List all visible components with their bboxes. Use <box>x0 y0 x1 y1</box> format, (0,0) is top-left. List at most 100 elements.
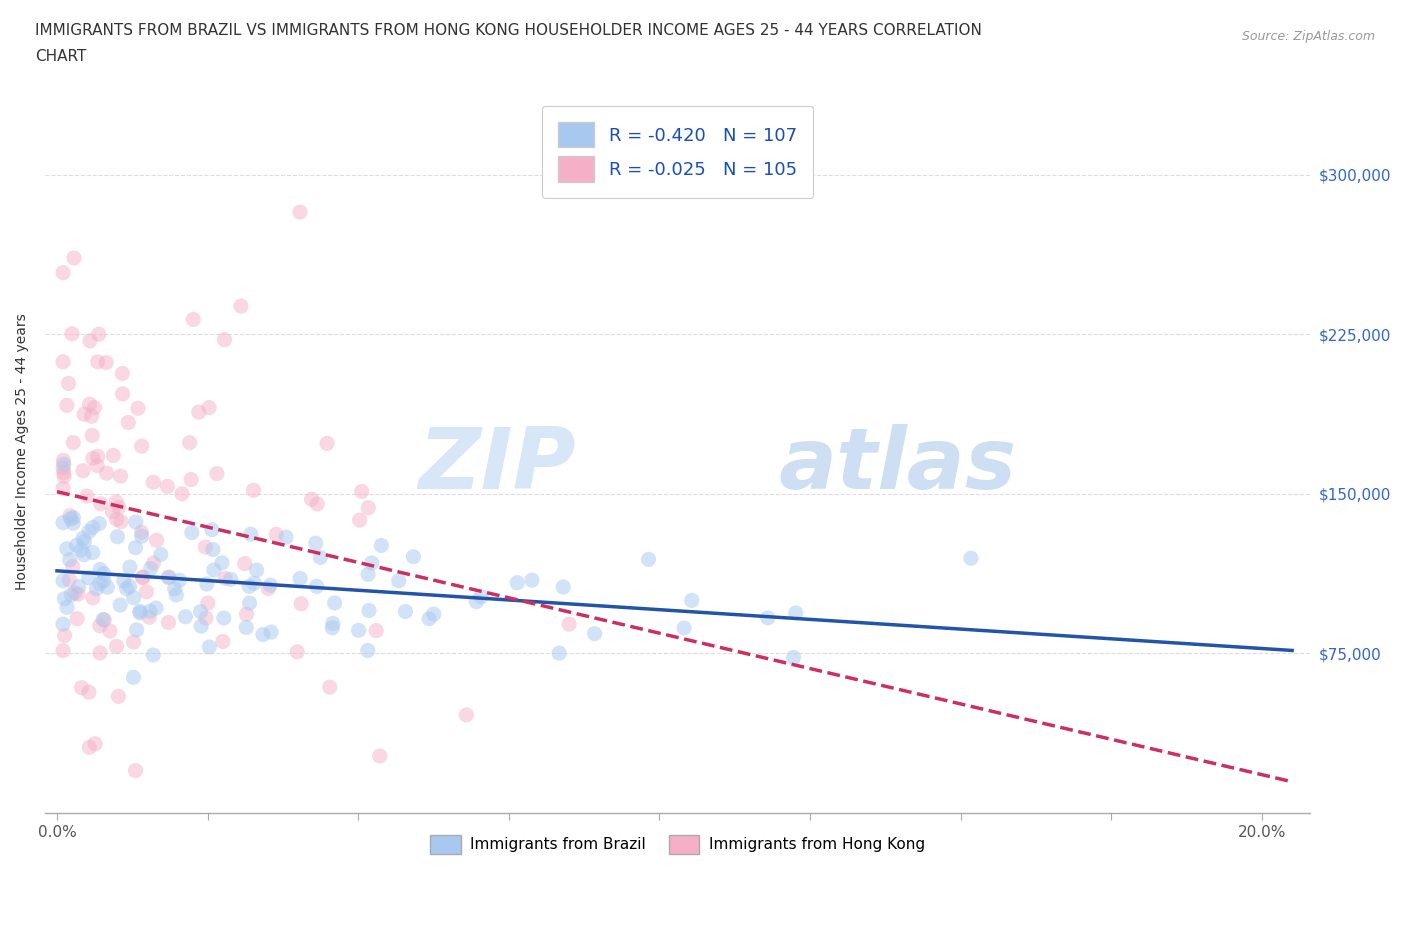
Point <box>90 497 112 512</box>
Point <box>316 436 339 451</box>
Point <box>212 611 235 626</box>
Point <box>238 578 260 593</box>
Point <box>350 484 373 498</box>
Point <box>305 536 328 551</box>
Point <box>91 612 114 627</box>
Point <box>52 573 75 588</box>
Point <box>366 623 388 638</box>
Point <box>79 739 101 754</box>
Point <box>357 603 380 618</box>
Point <box>179 435 201 450</box>
Point <box>681 593 703 608</box>
Point <box>103 448 125 463</box>
Point <box>205 466 228 481</box>
Point <box>65 538 87 552</box>
Point <box>82 451 104 466</box>
Point <box>117 415 139 430</box>
Point <box>122 591 145 605</box>
Point <box>83 400 105 415</box>
Point <box>388 573 411 588</box>
Point <box>52 265 75 280</box>
Point <box>470 590 492 604</box>
Point <box>322 616 344 631</box>
Point <box>402 550 425 565</box>
Point <box>80 409 103 424</box>
Point <box>66 587 89 602</box>
Point <box>131 525 153 539</box>
Point <box>73 534 96 549</box>
Point <box>98 624 121 639</box>
Point <box>52 515 75 530</box>
Point <box>56 600 79 615</box>
Point <box>520 573 543 588</box>
Point <box>195 611 218 626</box>
Point <box>96 579 118 594</box>
Point <box>73 406 96 421</box>
Point <box>59 512 82 526</box>
Point <box>202 563 225 578</box>
Point <box>138 610 160 625</box>
Point <box>370 538 392 553</box>
Point <box>77 570 100 585</box>
Point <box>122 634 145 649</box>
Point <box>52 354 75 369</box>
Point <box>93 566 115 581</box>
Point <box>165 588 187 603</box>
Point <box>214 571 236 586</box>
Point <box>785 605 807 620</box>
Point <box>53 469 76 484</box>
Point <box>201 523 224 538</box>
Point <box>553 579 575 594</box>
Point <box>62 435 84 450</box>
Point <box>145 601 167 616</box>
Point <box>319 680 342 695</box>
Point <box>96 466 118 481</box>
Point <box>181 312 204 326</box>
Point <box>89 516 111 531</box>
Point <box>174 609 197 624</box>
Point <box>105 495 128 510</box>
Point <box>288 205 311 219</box>
Point <box>115 581 138 596</box>
Point <box>53 591 76 606</box>
Point <box>73 547 96 562</box>
Point <box>93 573 115 588</box>
Point <box>357 500 380 515</box>
Point <box>157 615 180 630</box>
Point <box>259 578 281 592</box>
Point <box>59 508 82 523</box>
Point <box>274 530 297 545</box>
Point <box>756 610 779 625</box>
Point <box>357 567 380 582</box>
Point <box>58 376 80 391</box>
Point <box>285 644 308 659</box>
Point <box>239 526 262 541</box>
Point <box>252 627 274 642</box>
Point <box>456 708 478 723</box>
Text: Source: ZipAtlas.com: Source: ZipAtlas.com <box>1241 30 1375 43</box>
Point <box>62 516 84 531</box>
Point <box>53 628 76 643</box>
Point <box>198 400 221 415</box>
Point <box>77 684 100 699</box>
Point <box>960 551 983 565</box>
Point <box>290 596 312 611</box>
Point <box>82 428 104 443</box>
Point <box>66 611 89 626</box>
Point <box>122 670 145 684</box>
Point <box>82 545 104 560</box>
Point <box>111 387 134 402</box>
Point <box>89 645 111 660</box>
Point <box>118 560 141 575</box>
Point <box>55 541 77 556</box>
Point <box>101 504 124 519</box>
Point <box>149 547 172 562</box>
Text: atlas: atlas <box>779 424 1017 507</box>
Point <box>70 680 93 695</box>
Point <box>180 525 202 540</box>
Point <box>77 524 100 538</box>
Point <box>229 299 252 313</box>
Point <box>132 570 155 585</box>
Point <box>548 645 571 660</box>
Point <box>169 573 191 588</box>
